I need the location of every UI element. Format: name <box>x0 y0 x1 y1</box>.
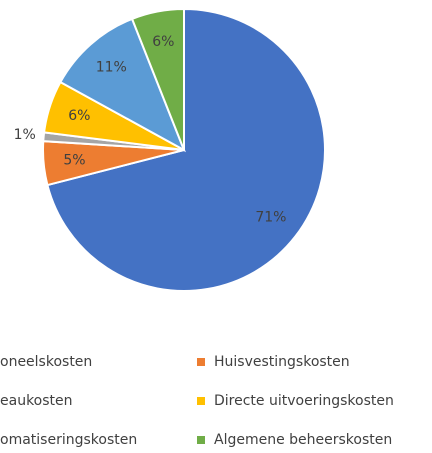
legend-label: Huisvestingskosten <box>214 354 350 370</box>
data-label: 1% <box>14 127 36 143</box>
data-label: 6% <box>152 34 174 50</box>
data-label: 11% <box>96 59 127 75</box>
pie-slice <box>130 7 185 151</box>
data-label: 6% <box>68 108 90 124</box>
pie-slice <box>59 17 186 153</box>
data-label: 71% <box>255 209 286 225</box>
legend-label: eaukosten <box>0 393 73 409</box>
legend-swatch <box>197 358 205 366</box>
legend-label: omatiseringskosten <box>0 432 137 448</box>
legend-label: Algemene beheerskosten <box>214 432 392 448</box>
pie-slice <box>46 7 326 292</box>
legend-swatch <box>197 397 205 405</box>
legend-swatch <box>197 436 205 444</box>
legend-label: Directe uitvoeringskosten <box>214 393 394 409</box>
data-label: 5% <box>63 152 85 168</box>
legend-label: oneelskosten <box>0 354 92 370</box>
